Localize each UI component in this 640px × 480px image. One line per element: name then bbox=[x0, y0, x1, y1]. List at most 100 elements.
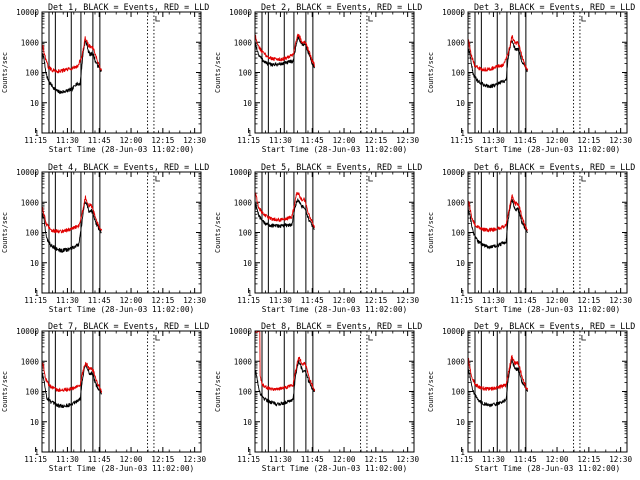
x-tick-label: 11:45 bbox=[88, 296, 111, 305]
y-tick-label: 100 bbox=[25, 69, 39, 78]
y-tick-label: 10000 bbox=[16, 8, 39, 17]
y-tick-label: 1000 bbox=[234, 357, 253, 366]
x-tick-label: 11:15 bbox=[237, 136, 260, 145]
x-tick-label: 12:15 bbox=[151, 455, 174, 464]
series-lld-line bbox=[255, 191, 316, 229]
series-events-line bbox=[42, 363, 102, 409]
series-lld-line bbox=[468, 194, 529, 233]
x-tick-label: 12:15 bbox=[151, 296, 174, 305]
x-tick-label: 12:30 bbox=[183, 455, 206, 464]
y-tick-label: 1000 bbox=[21, 38, 40, 47]
detector-panel-8: Det 8, BLACK = Events, RED = LLD Counts/s… bbox=[214, 321, 422, 473]
x-tick-label: 12:15 bbox=[577, 296, 600, 305]
x-tick-label: 12:30 bbox=[609, 455, 632, 464]
interval-bracket bbox=[155, 335, 160, 341]
x-tick-label: 11:45 bbox=[514, 136, 537, 145]
x-axis-label: Start Time (28-Jun-03 11:02:00) bbox=[475, 145, 621, 154]
panel-title: Det 3, BLACK = Events, RED = LLD bbox=[474, 2, 635, 12]
interval-bracket bbox=[368, 335, 373, 341]
y-tick-label: 1 bbox=[247, 129, 252, 138]
y-tick-label: 10 bbox=[243, 418, 253, 427]
plot-area bbox=[42, 331, 160, 452]
x-tick-label: 12:15 bbox=[577, 455, 600, 464]
x-tick-label: 12:30 bbox=[183, 296, 206, 305]
y-tick-label: 1 bbox=[34, 129, 39, 138]
y-tick-label: 100 bbox=[238, 388, 252, 397]
y-tick-label: 10000 bbox=[229, 327, 252, 336]
x-axis-label: Start Time (28-Jun-03 11:02:00) bbox=[49, 145, 195, 154]
y-axis-label: Counts/sec bbox=[1, 52, 9, 93]
series-lld-line bbox=[255, 331, 316, 392]
x-tick-label: 11:45 bbox=[88, 455, 111, 464]
series-events-line bbox=[468, 198, 528, 250]
x-tick-label: 11:30 bbox=[56, 455, 79, 464]
series-events-line bbox=[42, 201, 102, 253]
series-events-line bbox=[255, 198, 315, 230]
plot-frame bbox=[467, 171, 628, 294]
plot-area bbox=[468, 12, 586, 133]
x-tick-label: 11:30 bbox=[56, 136, 79, 145]
interval-bracket bbox=[581, 176, 586, 182]
y-tick-label: 100 bbox=[451, 229, 465, 238]
y-tick-label: 10 bbox=[30, 418, 40, 427]
y-tick-label: 1000 bbox=[21, 357, 40, 366]
y-tick-label: 100 bbox=[238, 229, 252, 238]
plot-frame bbox=[254, 171, 415, 294]
y-tick-label: 10 bbox=[243, 259, 253, 268]
y-tick-label: 100 bbox=[451, 69, 465, 78]
y-axis-label: Counts/sec bbox=[214, 52, 222, 93]
panel-title: Det 4, BLACK = Events, RED = LLD bbox=[48, 162, 209, 172]
plot-frame bbox=[41, 330, 202, 453]
x-axis-label: Start Time (28-Jun-03 11:02:00) bbox=[475, 305, 621, 314]
detector-panel-9: Det 9, BLACK = Events, RED = LLD Counts/s… bbox=[427, 321, 635, 473]
x-tick-label: 11:30 bbox=[269, 455, 292, 464]
plot-area bbox=[255, 172, 373, 293]
y-tick-label: 10000 bbox=[442, 8, 465, 17]
plot-area bbox=[255, 331, 373, 452]
x-tick-label: 12:30 bbox=[609, 136, 632, 145]
panel-title: Det 7, BLACK = Events, RED = LLD bbox=[48, 321, 209, 331]
x-tick-label: 11:30 bbox=[269, 296, 292, 305]
series-events-line bbox=[255, 359, 315, 407]
interval-bracket bbox=[581, 335, 586, 341]
y-axis-label: Counts/sec bbox=[427, 52, 435, 93]
y-tick-label: 10 bbox=[243, 99, 253, 108]
y-tick-label: 10 bbox=[30, 99, 40, 108]
y-axis-label: Counts/sec bbox=[214, 212, 222, 253]
x-tick-label: 11:15 bbox=[450, 455, 473, 464]
x-tick-label: 12:15 bbox=[364, 455, 387, 464]
x-tick-label: 11:45 bbox=[301, 136, 324, 145]
x-axis-label: Start Time (28-Jun-03 11:02:00) bbox=[475, 464, 621, 473]
x-tick-label: 12:15 bbox=[364, 136, 387, 145]
y-tick-label: 1000 bbox=[234, 198, 253, 207]
series-events-line bbox=[468, 40, 528, 89]
series-lld-line bbox=[468, 34, 529, 72]
interval-bracket bbox=[368, 176, 373, 182]
x-tick-label: 11:30 bbox=[269, 136, 292, 145]
y-tick-label: 100 bbox=[451, 388, 465, 397]
plot-area bbox=[468, 331, 586, 452]
plot-frame bbox=[41, 171, 202, 294]
x-tick-label: 11:15 bbox=[24, 296, 47, 305]
plot-frame bbox=[254, 330, 415, 453]
x-tick-label: 12:00 bbox=[120, 296, 143, 305]
panel-title: Det 6, BLACK = Events, RED = LLD bbox=[474, 162, 635, 172]
y-tick-label: 100 bbox=[25, 229, 39, 238]
y-tick-label: 1 bbox=[34, 448, 39, 457]
y-tick-label: 10 bbox=[456, 99, 466, 108]
y-axis-label: Counts/sec bbox=[214, 371, 222, 412]
x-tick-label: 11:15 bbox=[450, 136, 473, 145]
x-tick-label: 11:45 bbox=[301, 455, 324, 464]
y-tick-label: 1000 bbox=[234, 38, 253, 47]
x-tick-label: 12:00 bbox=[333, 296, 356, 305]
x-tick-label: 12:00 bbox=[333, 455, 356, 464]
plot-area bbox=[42, 12, 160, 133]
detector-panel-1: Det 1, BLACK = Events, RED = LLD Counts/s… bbox=[1, 2, 209, 154]
x-tick-label: 12:00 bbox=[120, 136, 143, 145]
y-axis-label: Counts/sec bbox=[427, 371, 435, 412]
y-tick-label: 1000 bbox=[447, 357, 466, 366]
x-tick-label: 11:30 bbox=[482, 136, 505, 145]
y-tick-label: 100 bbox=[238, 69, 252, 78]
x-axis-label: Start Time (28-Jun-03 11:02:00) bbox=[49, 464, 195, 473]
